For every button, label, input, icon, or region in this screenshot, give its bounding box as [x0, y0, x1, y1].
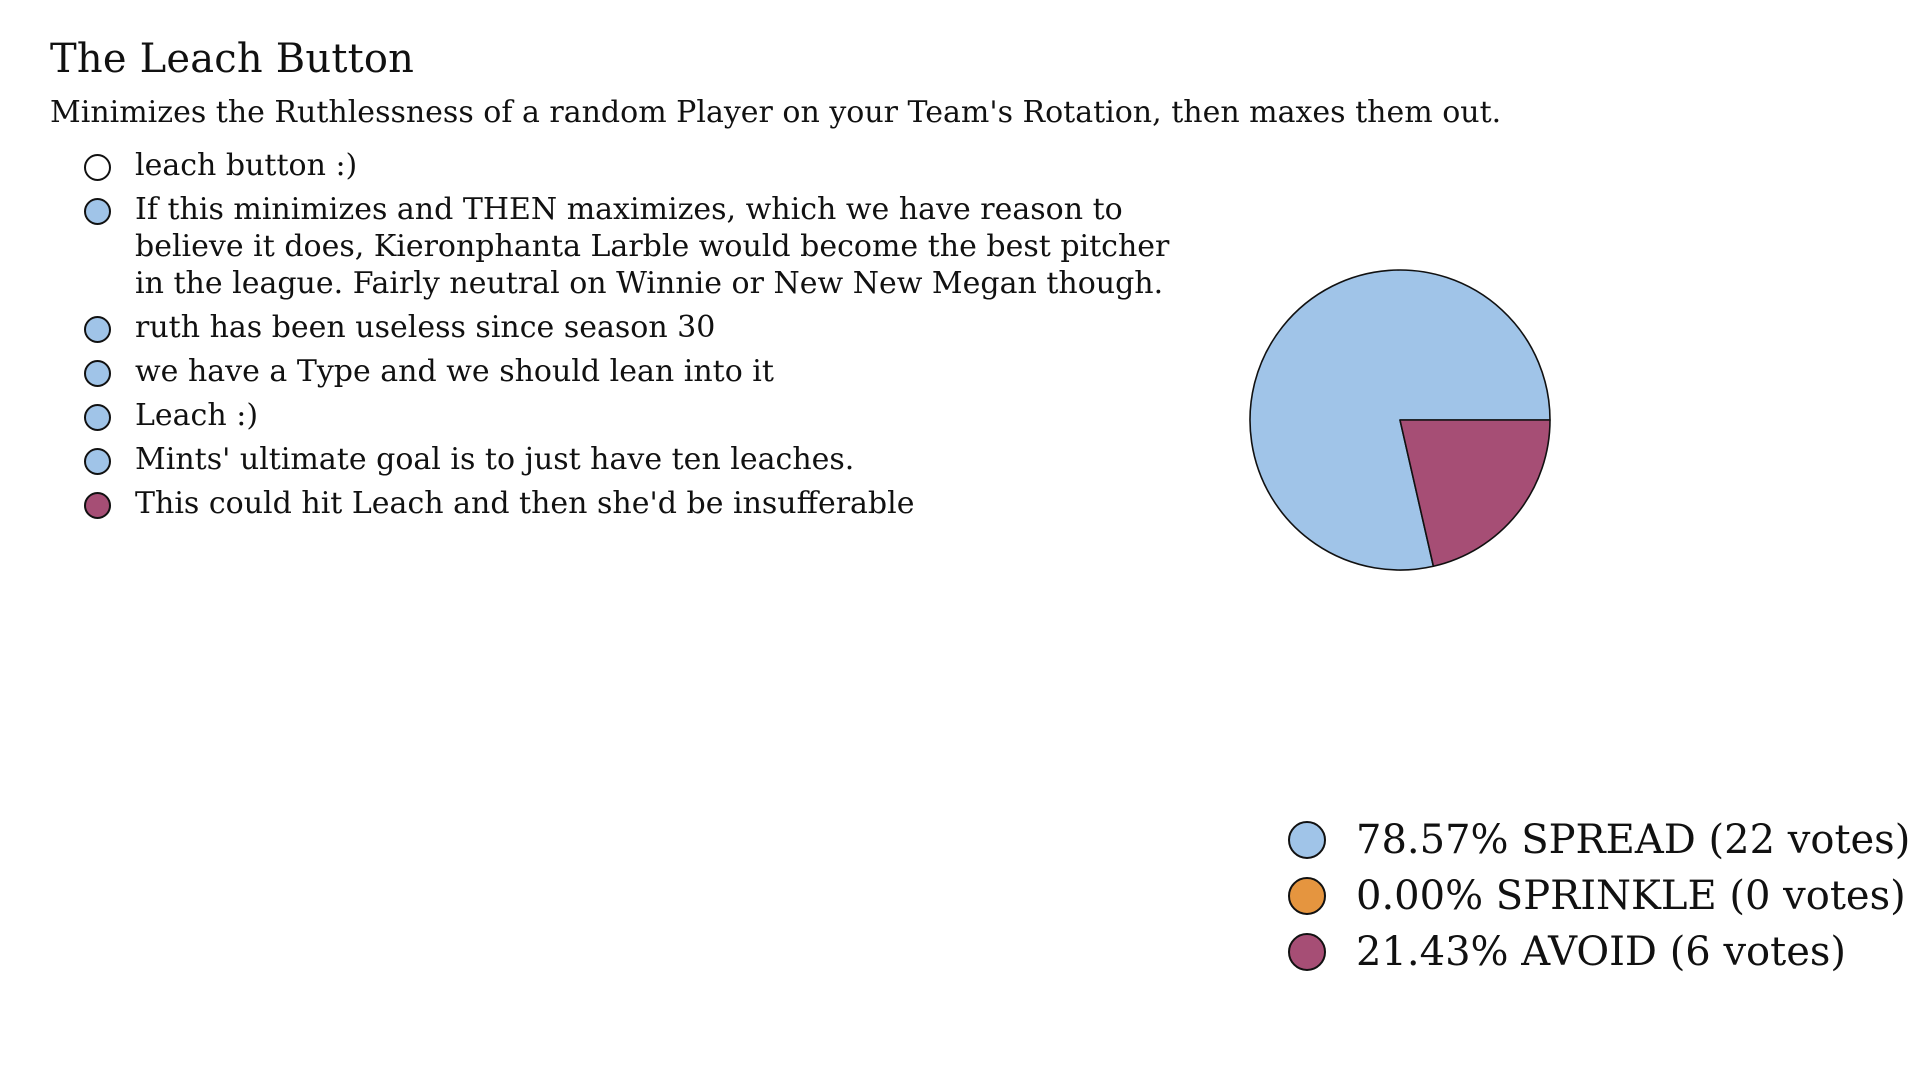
chart-legend: 78.57% SPREAD (22 votes) 0.00% SPRINKLE …	[1288, 812, 1910, 980]
legend-label: 21.43% AVOID (6 votes)	[1356, 929, 1847, 975]
legend-label: 0.00% SPRINKLE (0 votes)	[1356, 873, 1906, 919]
comment-text: Leach :)	[135, 398, 259, 433]
legend-swatch-icon	[1288, 877, 1326, 915]
pie-slice-avoid	[1399, 419, 1551, 568]
comment-item: This could hit Leach and then she'd be i…	[84, 485, 1194, 522]
legend-item-spread: 78.57% SPREAD (22 votes)	[1288, 812, 1910, 868]
comment-text: This could hit Leach and then she'd be i…	[135, 486, 915, 521]
legend-swatch-icon	[1288, 821, 1326, 859]
legend-item-avoid: 21.43% AVOID (6 votes)	[1288, 924, 1910, 980]
comment-text: If this minimizes and THEN maximizes, wh…	[135, 192, 1170, 301]
vote-dot-icon	[84, 360, 111, 387]
comment-item: Mints' ultimate goal is to just have ten…	[84, 441, 1194, 478]
vote-dot-icon	[84, 154, 111, 181]
vote-dot-icon	[84, 448, 111, 475]
vote-dot-icon	[84, 198, 111, 225]
comment-item: ruth has been useless since season 30	[84, 309, 1194, 346]
comment-list: leach button :) If this minimizes and TH…	[84, 147, 1194, 529]
comment-text: Mints' ultimate goal is to just have ten…	[135, 442, 855, 477]
pie-chart	[1249, 269, 1551, 571]
comment-item: If this minimizes and THEN maximizes, wh…	[84, 191, 1194, 302]
legend-swatch-icon	[1288, 933, 1326, 971]
page-subtitle: Minimizes the Ruthlessness of a random P…	[50, 95, 1502, 130]
comment-text: ruth has been useless since season 30	[135, 310, 716, 345]
vote-dot-icon	[84, 492, 111, 519]
legend-label: 78.57% SPREAD (22 votes)	[1356, 817, 1911, 863]
comment-item: Leach :)	[84, 397, 1194, 434]
legend-item-sprinkle: 0.00% SPRINKLE (0 votes)	[1288, 868, 1910, 924]
vote-dot-icon	[84, 404, 111, 431]
comment-text: leach button :)	[135, 148, 358, 183]
page-title: The Leach Button	[50, 36, 415, 82]
vote-dot-icon	[84, 316, 111, 343]
comment-text: we have a Type and we should lean into i…	[135, 354, 774, 389]
comment-item: leach button :)	[84, 147, 1194, 184]
comment-item: we have a Type and we should lean into i…	[84, 353, 1194, 390]
